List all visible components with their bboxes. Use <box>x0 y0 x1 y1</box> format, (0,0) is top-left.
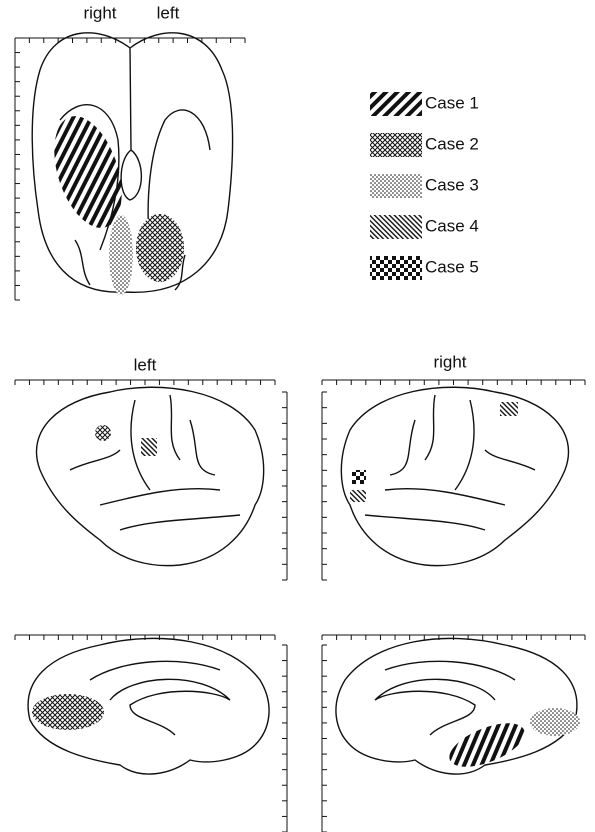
view-label: left <box>134 355 157 374</box>
lesion-case-3 <box>530 708 580 736</box>
legend: Case 1 Case 2 Case 3 Case 4 Case 5 <box>370 92 479 280</box>
lesion-case-2 <box>95 425 111 441</box>
legend-swatch <box>370 133 422 157</box>
legend-label: Case 4 <box>425 216 479 235</box>
brain-top-view <box>32 33 232 295</box>
view-label: left <box>157 3 180 22</box>
brain-left-medial <box>28 638 269 774</box>
brain-left-lateral <box>36 387 263 565</box>
brain-right-lateral <box>341 387 568 565</box>
lesion-case-2 <box>32 694 104 730</box>
brain-right-medial <box>336 638 580 775</box>
lesion-case-5 <box>352 470 366 484</box>
lesion-case-4 <box>141 438 157 456</box>
page: right left Case 1Case 2Case 3Case 4Case … <box>0 0 595 832</box>
lesion-case-3 <box>109 215 133 295</box>
legend-swatch <box>370 256 422 280</box>
lesion-case-1 <box>444 714 531 775</box>
legend-label: Case 1 <box>425 93 479 112</box>
lesion-case-2 <box>136 214 184 282</box>
lesion-case-4 <box>350 490 366 502</box>
legend-swatch <box>370 215 422 239</box>
lesion-case-4 <box>500 402 518 416</box>
figure: right left Case 1Case 2Case 3Case 4Case … <box>0 0 595 832</box>
legend-label: Case 5 <box>425 257 479 276</box>
legend-label: Case 2 <box>425 134 479 153</box>
legend-label: Case 3 <box>425 175 479 194</box>
view-label: right <box>433 352 466 371</box>
view-label: right <box>83 3 116 22</box>
legend-swatch <box>370 174 422 198</box>
legend-swatch <box>370 92 422 116</box>
